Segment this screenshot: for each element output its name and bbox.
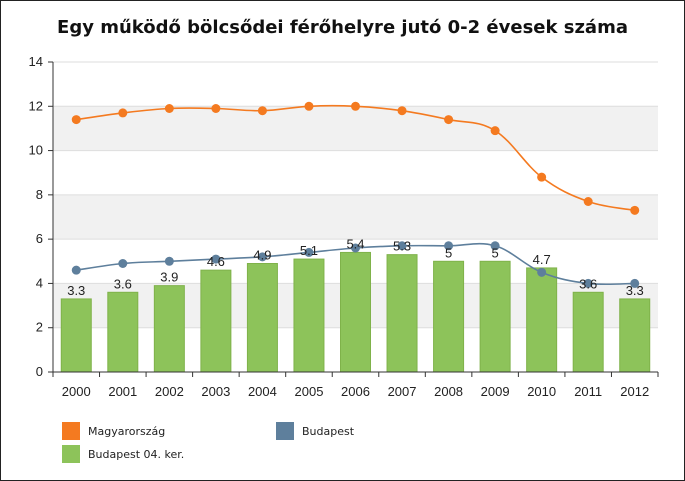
legend-item-budapest-04-ker[interactable]: Budapest 04. ker. xyxy=(62,444,184,464)
data-label-2005: 5.1 xyxy=(300,243,318,258)
bar-2011 xyxy=(572,291,604,373)
x-tick-label-2010: 2010 xyxy=(527,384,556,399)
point-budapest-2000 xyxy=(71,265,81,275)
x-tick-label-2009: 2009 xyxy=(481,384,510,399)
bar-2008 xyxy=(433,260,465,373)
grid-band xyxy=(53,150,658,195)
data-label-2002: 3.9 xyxy=(160,270,178,285)
x-tick-label-2006: 2006 xyxy=(341,384,370,399)
point-budapest-2001 xyxy=(118,259,128,268)
x-tick-label-2002: 2002 xyxy=(155,384,184,399)
y-tick-label-4: 4 xyxy=(36,275,43,290)
bar-2006 xyxy=(340,251,371,373)
point-magyarorszag-2008 xyxy=(444,115,454,125)
grid-band xyxy=(53,62,658,107)
point-budapest-2012 xyxy=(630,278,640,288)
chart-plot: 0 2 4 6 8 10 12 14 2000 2001 2002 2003 2004 2005 2006 2… xyxy=(29,54,659,399)
data-label-2007: 5.3 xyxy=(393,239,411,254)
point-magyarorszag-2011 xyxy=(583,197,593,206)
bar-2000 xyxy=(60,298,92,373)
legend-label-magyarorszag: Magyarország xyxy=(88,424,166,438)
bar-2007 xyxy=(386,254,418,373)
data-label-2001: 3.6 xyxy=(114,276,132,291)
data-label-2000: 3.3 xyxy=(67,283,85,298)
point-magyarorszag-2002 xyxy=(164,104,174,113)
chart-title: Egy működő bölcsődei férőhelyre jutó 0-2… xyxy=(57,17,628,38)
legend-item-magyarorszag[interactable]: Magyarország xyxy=(62,421,165,441)
point-magyarorszag-2004 xyxy=(257,106,267,116)
y-tick-label-14: 14 xyxy=(29,54,43,69)
point-budapest-2006 xyxy=(351,243,360,253)
x-tick-label-2007: 2007 xyxy=(388,384,417,399)
point-budapest-2008 xyxy=(444,241,454,251)
x-tick-label-2001: 2001 xyxy=(108,384,137,399)
point-budapest-2005 xyxy=(304,247,314,257)
point-budapest-2004 xyxy=(257,252,267,262)
point-budapest-2009 xyxy=(490,241,500,251)
bar-2005 xyxy=(293,258,325,373)
x-tick-label-2005: 2005 xyxy=(295,384,324,399)
grid-band xyxy=(53,194,658,240)
legend-item-budapest[interactable]: Budapest xyxy=(276,421,354,441)
y-tick-label-6: 6 xyxy=(36,231,43,246)
bar-2012 xyxy=(619,298,651,373)
legend-swatch-budapest-04-ker xyxy=(62,445,80,463)
point-magyarorszag-2009 xyxy=(490,126,500,136)
legend-swatch-magyarorszag xyxy=(62,422,80,440)
legend-swatch-budapest xyxy=(276,422,294,440)
y-tick-label-10: 10 xyxy=(29,143,43,158)
data-label-2003: 4.6 xyxy=(207,254,225,269)
bar-2004 xyxy=(246,263,278,373)
x-tick-label-2008: 2008 xyxy=(434,384,463,399)
bar-2003 xyxy=(200,269,232,373)
x-tick-label-2003: 2003 xyxy=(201,384,230,399)
point-magyarorszag-2006 xyxy=(351,101,360,111)
point-budapest-2010 xyxy=(537,267,547,277)
point-magyarorszag-2005 xyxy=(304,101,314,111)
data-label-2010: 4.7 xyxy=(533,252,551,267)
y-tick-label-0: 0 xyxy=(36,364,43,379)
bar-2001 xyxy=(107,291,139,373)
point-magyarorszag-2003 xyxy=(211,104,221,113)
data-label-2006: 5.4 xyxy=(346,236,364,251)
point-magyarorszag-2010 xyxy=(537,172,547,182)
y-tick-label-12: 12 xyxy=(29,98,43,113)
y-tick-label-8: 8 xyxy=(36,187,43,202)
legend-label-budapest-04-ker: Budapest 04. ker. xyxy=(88,447,185,461)
point-magyarorszag-2012 xyxy=(630,205,640,215)
x-tick-label-2012: 2012 xyxy=(620,384,649,399)
data-label-2012: 3.3 xyxy=(626,283,644,298)
data-label-2009: 5 xyxy=(491,245,498,260)
bar-2009 xyxy=(479,260,511,373)
y-tick-label-2: 2 xyxy=(36,320,43,335)
grid-band xyxy=(53,106,658,151)
data-label-2004: 4.9 xyxy=(253,248,271,263)
point-budapest-2003 xyxy=(211,254,221,264)
point-magyarorszag-2000 xyxy=(71,115,81,125)
point-magyarorszag-2001 xyxy=(118,108,128,118)
x-tick-label-2004: 2004 xyxy=(248,384,277,399)
bar-2002 xyxy=(153,285,185,373)
point-budapest-2002 xyxy=(164,256,174,266)
legend-label-budapest: Budapest xyxy=(302,424,355,438)
x-tick-label-2011: 2011 xyxy=(574,384,602,399)
x-tick-label-2000: 2000 xyxy=(62,384,91,399)
point-magyarorszag-2007 xyxy=(397,106,407,116)
bar-2010 xyxy=(526,267,558,373)
point-budapest-2007 xyxy=(397,241,407,251)
point-budapest-2011 xyxy=(583,278,593,288)
data-label-2008: 5 xyxy=(445,245,452,260)
data-label-2011: 3.6 xyxy=(579,276,597,291)
